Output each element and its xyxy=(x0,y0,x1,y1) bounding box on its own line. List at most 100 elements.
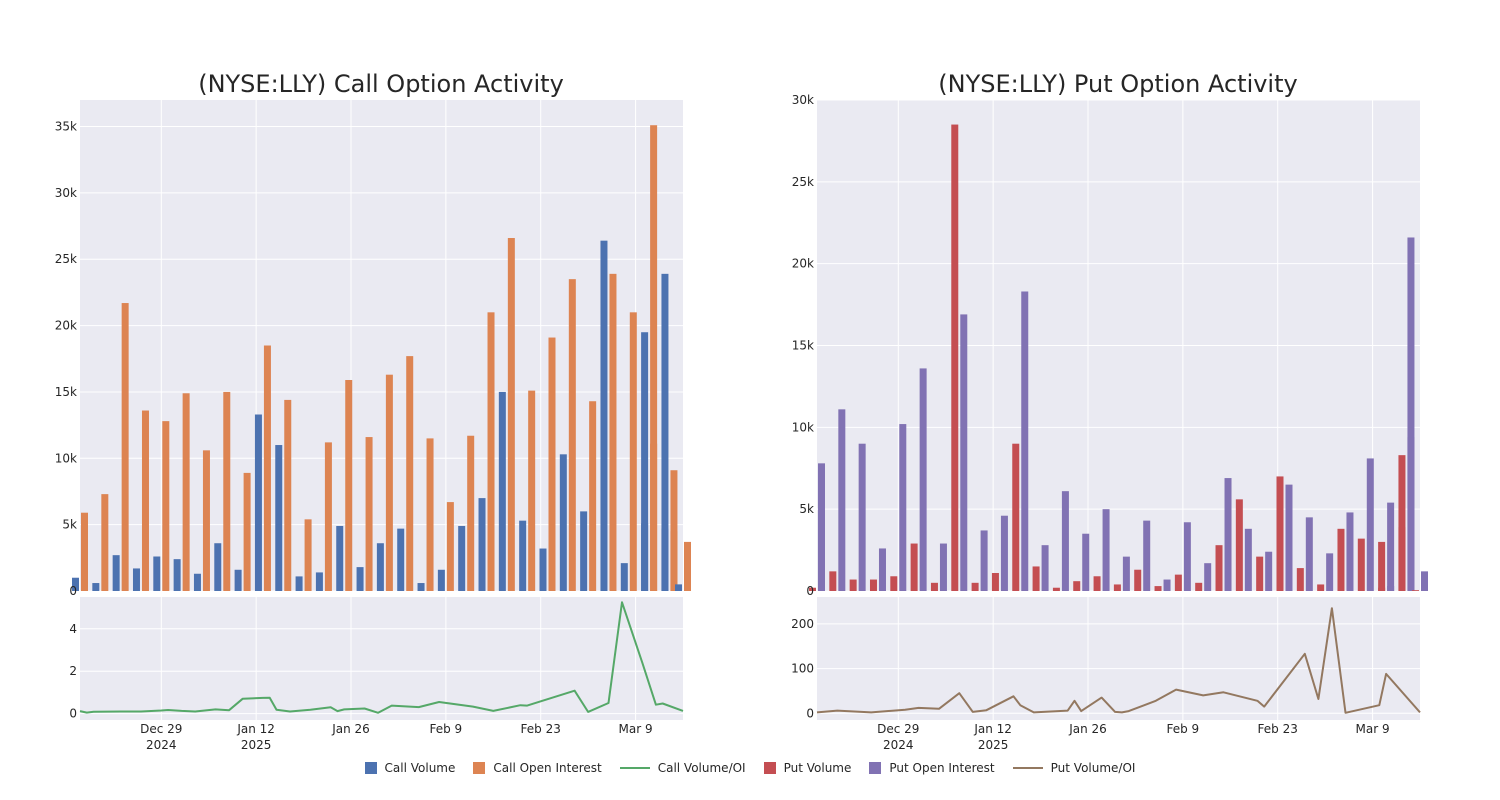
call-bar-call-volume xyxy=(356,567,364,591)
call-bar-call-open-interest xyxy=(548,337,556,591)
call-bar-call-open-interest xyxy=(650,125,658,592)
put-bar-put-open-interest xyxy=(1346,512,1354,591)
put-bar-put-volume xyxy=(1378,541,1386,591)
put-bar-put-open-interest xyxy=(1143,520,1151,591)
call-ratio-line xyxy=(79,601,684,714)
legend-label-call-volume-oi: Call Volume/OI xyxy=(657,761,746,775)
legend-item-call-volume: Call Volume xyxy=(364,761,455,775)
legend-item-call-open-interest: Call Open Interest xyxy=(473,761,602,775)
call-bar-call-volume xyxy=(315,572,323,591)
call-bar-y-ticks: 0 5k 10k 15k 20k 25k 30k 35k xyxy=(55,120,77,598)
call-bar-call-volume xyxy=(661,273,669,591)
call-bar-call-open-interest xyxy=(365,437,373,591)
call-x-tick-label: Jan 12 xyxy=(236,722,275,736)
call-bar-call-volume xyxy=(397,528,405,591)
legend-swatch-put-open-interest xyxy=(869,762,882,774)
put-bar-put-open-interest xyxy=(1366,458,1374,591)
legend-item-put-open-interest: Put Open Interest xyxy=(869,761,995,775)
call-bar-call-open-interest xyxy=(345,380,353,591)
call-bar-call-open-interest xyxy=(284,399,292,591)
call-bars xyxy=(72,125,691,592)
put-bar-put-volume xyxy=(951,124,959,592)
call-ratio-line-group xyxy=(79,601,684,714)
put-bar-put-open-interest xyxy=(1387,586,1395,591)
put-bar-put-open-interest xyxy=(1285,484,1293,591)
call-bar-call-open-interest xyxy=(467,435,475,591)
put-bar-put-volume xyxy=(1337,528,1345,591)
legend-label-put-open-interest: Put Open Interest xyxy=(889,761,995,775)
put-bar-y-tick-label: 10k xyxy=(792,420,814,434)
put-bar-y-tick-label: 0 xyxy=(806,584,814,598)
put-x-tick-label: Jan 26 xyxy=(1068,722,1107,736)
put-x-tick-label: Jan 12 xyxy=(973,722,1012,736)
put-bar-put-open-interest xyxy=(878,548,886,591)
put-bar-put-volume xyxy=(930,582,938,591)
call-x-tick-label: Feb 9 xyxy=(430,722,463,736)
call-x-tick-label: 2025 xyxy=(241,738,272,752)
call-ratio-y-tick-label: 2 xyxy=(69,664,77,678)
put-bar-put-open-interest xyxy=(1082,533,1090,591)
put-bar-put-volume xyxy=(991,572,999,591)
call-bar-call-volume xyxy=(559,454,567,591)
put-bar-y-tick-label: 20k xyxy=(792,257,814,271)
put-bar-put-open-interest xyxy=(1244,528,1252,591)
call-bar-call-open-interest xyxy=(81,512,88,591)
call-bar-call-volume xyxy=(620,563,628,591)
put-x-tick-label: Feb 23 xyxy=(1258,722,1298,736)
call-bar-call-open-interest xyxy=(609,273,617,591)
put-bar-put-volume xyxy=(1174,574,1182,591)
put-ratio-y-tick-label: 100 xyxy=(791,662,814,676)
call-bar-call-open-interest xyxy=(121,303,129,591)
put-bar-put-volume xyxy=(869,579,877,591)
legend-label-put-volume: Put Volume xyxy=(783,761,852,775)
call-activity-panel: (NYSE:LLY) Call Option Activity 0 5k 10k 15… xyxy=(55,70,691,752)
put-bar-put-volume xyxy=(829,571,837,591)
put-bar-put-open-interest xyxy=(818,463,825,591)
put-bar-put-open-interest xyxy=(1122,556,1130,591)
put-bar-put-open-interest xyxy=(838,409,846,591)
put-x-tick-label: Mar 9 xyxy=(1356,722,1390,736)
call-ratio-y-tick-label: 4 xyxy=(69,622,77,636)
put-bar-put-volume xyxy=(1012,443,1020,591)
call-bar-call-volume xyxy=(437,569,445,591)
legend-label-call-open-interest: Call Open Interest xyxy=(493,761,602,775)
call-bar-call-open-interest xyxy=(243,472,251,591)
legend-item-put-volume: Put Volume xyxy=(763,761,852,775)
put-bar-put-open-interest xyxy=(939,543,947,591)
put-bar-put-volume xyxy=(1296,568,1304,591)
legend-label-put-volume-oi: Put Volume/OI xyxy=(1050,761,1136,775)
call-bar-call-volume xyxy=(376,543,384,591)
put-bar-put-open-interest xyxy=(858,443,866,591)
put-bar-put-volume xyxy=(1032,566,1040,591)
call-bar-call-volume xyxy=(661,528,669,591)
put-bar-y-tick-label: 30k xyxy=(792,93,814,107)
call-bar-call-volume xyxy=(641,332,649,591)
legend: Call Volume Call Open Interest Call Volu… xyxy=(0,757,1500,779)
put-bar-y-ticks: 0 5k 10k 15k 20k 25k 30k xyxy=(792,93,814,598)
call-bar-call-open-interest xyxy=(263,345,271,591)
call-bar-call-open-interest xyxy=(589,401,597,591)
put-ratio-y-tick-label: 200 xyxy=(791,617,814,631)
call-x-ticks: Dec 29 2024 Jan 12 2025 Jan 26 Feb 9 Feb 23 Mar… xyxy=(140,722,652,752)
put-ratio-plot-area xyxy=(817,597,1420,720)
put-bar-put-volume xyxy=(1052,587,1060,591)
put-bar-put-volume xyxy=(971,582,979,591)
put-bar-put-volume xyxy=(1093,576,1101,591)
put-x-tick-label: 2025 xyxy=(978,738,1009,752)
put-bar-put-volume xyxy=(1134,569,1142,591)
call-bar-y-tick-label: 5k xyxy=(62,518,77,532)
call-x-tick-label: Dec 29 xyxy=(140,722,182,736)
call-ratio-y-ticks: 0 2 4 xyxy=(69,622,77,721)
call-bar-call-open-interest xyxy=(324,442,332,591)
call-bar-call-open-interest xyxy=(202,450,210,591)
call-bar-call-volume xyxy=(193,573,201,591)
put-bar-put-open-interest xyxy=(1407,437,1415,591)
put-bar-put-open-interest xyxy=(1102,509,1110,591)
call-bar-call-volume xyxy=(478,498,486,591)
call-bar-call-volume xyxy=(153,556,161,591)
put-bar-put-open-interest xyxy=(1041,545,1049,591)
put-bar-put-volume xyxy=(1113,584,1121,591)
call-bar-y-tick-label: 0 xyxy=(69,584,77,598)
call-bar-call-volume xyxy=(92,583,100,591)
put-bar-put-volume xyxy=(1256,556,1264,591)
